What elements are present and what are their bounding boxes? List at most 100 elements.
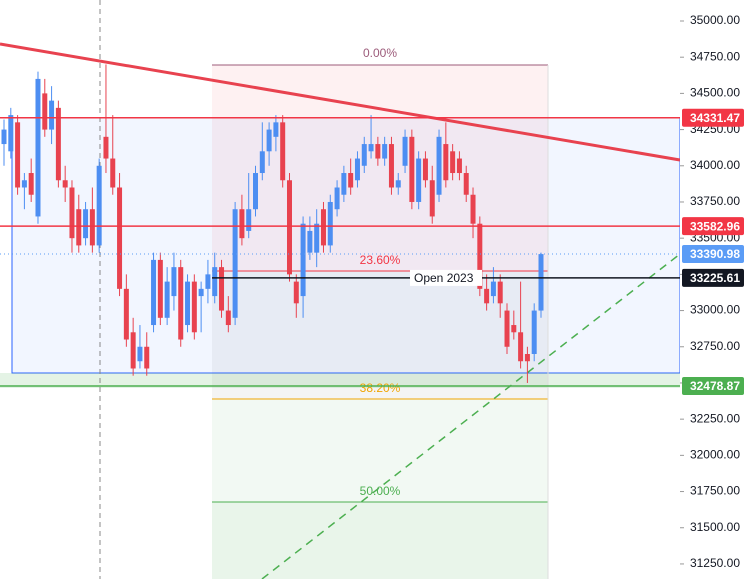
candle-body <box>293 281 299 304</box>
fib-zone <box>212 399 548 502</box>
candle-body <box>354 158 360 181</box>
price-tag <box>682 268 744 287</box>
price-tag <box>682 244 744 263</box>
candle-body <box>375 144 381 159</box>
price-axis <box>680 0 746 579</box>
y-tick-label: 34000.00 <box>690 158 740 172</box>
candle-body <box>253 173 259 210</box>
candle-body <box>497 281 503 304</box>
candle-body <box>341 173 347 195</box>
candle-body <box>49 100 55 130</box>
candle-body <box>198 288 204 297</box>
y-tick-label: 32750.00 <box>690 339 740 353</box>
candle-body <box>327 201 333 246</box>
price-tag <box>682 377 744 396</box>
candle-body <box>219 267 225 311</box>
trend-line <box>261 253 681 579</box>
candle-body <box>422 158 428 181</box>
candle-body <box>96 165 102 246</box>
trend-line <box>0 42 681 162</box>
y-tick-label: 33750.00 <box>690 194 740 208</box>
candle-body <box>511 325 517 333</box>
candle-body <box>463 173 469 195</box>
y-tick-label: 31500.00 <box>690 520 740 534</box>
candle-body <box>144 346 150 369</box>
y-tick-label: 31250.00 <box>690 556 740 570</box>
candle-body <box>348 173 354 188</box>
fib-label: 38.20% <box>360 381 401 395</box>
candle-body <box>1 129 7 145</box>
candle-body <box>456 158 462 174</box>
candle-body <box>531 310 537 355</box>
candle-body <box>388 144 394 188</box>
candle-body <box>157 259 163 318</box>
candle-body <box>484 288 490 304</box>
candle-body <box>436 136 442 195</box>
candle-body <box>280 122 286 181</box>
candle-body <box>368 144 374 152</box>
price-tag <box>682 108 744 127</box>
candle-body <box>89 209 95 246</box>
line-label: Open 2023 <box>414 271 474 285</box>
candle-body <box>286 180 292 275</box>
candle-body <box>15 122 21 188</box>
candle-body <box>320 209 326 246</box>
candle-body <box>382 144 388 159</box>
price-tag-label: 32478.87 <box>690 379 740 393</box>
candle-body <box>538 254 544 311</box>
fib-label: 23.60% <box>360 253 401 267</box>
candle-body <box>409 136 415 202</box>
candle-body <box>300 223 306 297</box>
candle-body <box>28 173 34 195</box>
candle-body <box>42 93 48 130</box>
candle-body <box>123 288 129 340</box>
candle-body <box>62 180 68 188</box>
price-tag-label: 34331.47 <box>690 111 740 125</box>
price-tag-label: 33582.96 <box>690 219 740 233</box>
candle-body <box>76 209 82 246</box>
candle-body <box>185 281 191 326</box>
range-box <box>11 117 681 374</box>
candle-body <box>8 115 14 152</box>
candle-body <box>171 267 177 297</box>
candle-body <box>450 151 456 174</box>
candle-body <box>395 180 401 188</box>
price-tag-label: 33390.98 <box>690 247 740 261</box>
candle-body <box>151 259 157 326</box>
candle-body <box>266 129 272 152</box>
candle-body <box>477 223 483 289</box>
candle-body <box>443 144 449 181</box>
y-tick-label: 32250.00 <box>690 411 740 425</box>
support-band <box>0 373 680 388</box>
candle-body <box>191 281 197 333</box>
candle-body <box>361 144 367 166</box>
y-tick-label: 34750.00 <box>690 49 740 63</box>
candle-body <box>504 310 510 347</box>
price-tag <box>682 217 744 236</box>
fib-zone <box>212 65 548 271</box>
candle-body <box>232 209 238 318</box>
candle-body <box>137 346 143 362</box>
candle-body <box>246 209 252 231</box>
y-tick-label: 35000.00 <box>690 13 740 27</box>
candle-body <box>470 194 476 224</box>
candle-body <box>334 187 340 210</box>
candle-body <box>35 78 41 217</box>
fib-zone <box>212 502 548 579</box>
candle-body <box>429 180 435 217</box>
candle-body <box>307 230 313 253</box>
candle-body <box>205 274 211 289</box>
candle-body <box>212 267 218 297</box>
candle-body <box>130 332 136 369</box>
candle-body <box>103 136 109 159</box>
fib-label: 0.00% <box>363 46 397 60</box>
candle-body <box>164 281 170 318</box>
candle-body <box>178 267 184 340</box>
line-label-bg <box>410 269 482 286</box>
candle-body <box>314 223 320 253</box>
plot <box>1 64 544 383</box>
candle-body <box>239 209 245 239</box>
candle-body <box>55 107 61 181</box>
